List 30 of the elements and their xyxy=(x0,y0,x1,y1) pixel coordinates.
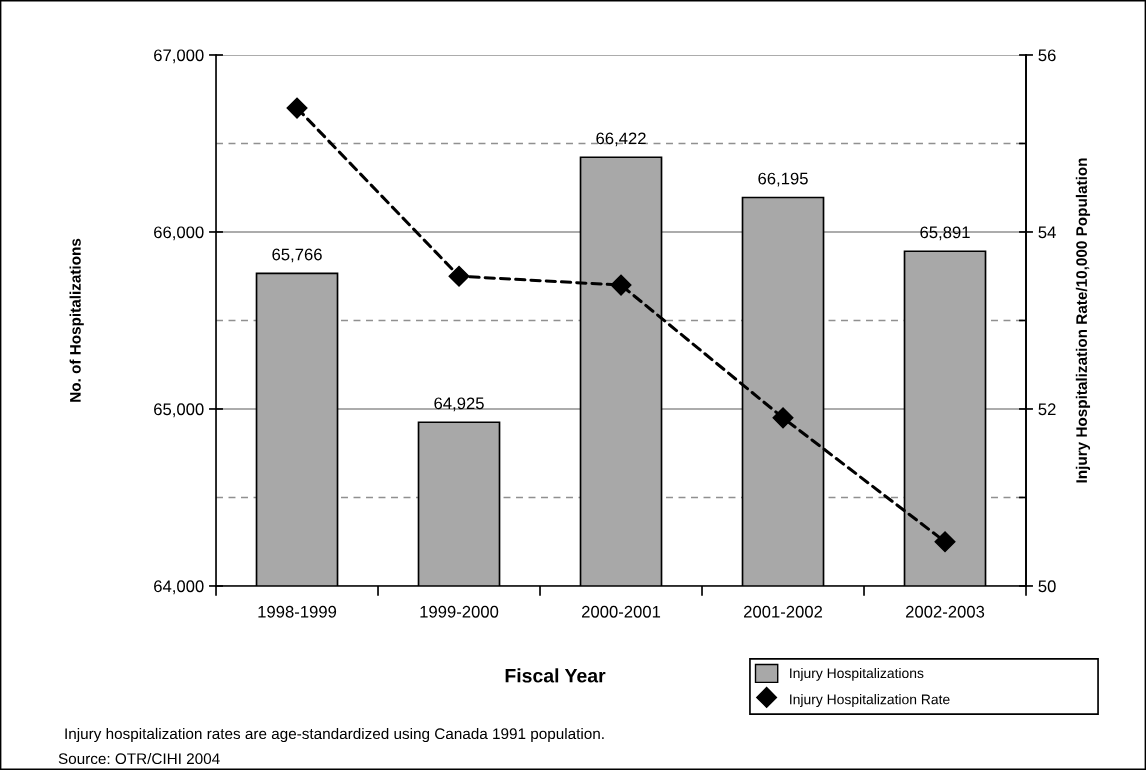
y2-tick-label: 54 xyxy=(1038,226,1056,239)
x-tick-label: 2001-2002 xyxy=(744,605,823,618)
y-axis-title: No. of Hospitalizations xyxy=(69,238,84,402)
legend-label: Injury Hospitalization Rate xyxy=(790,694,950,708)
y-tick-label: 65,000 xyxy=(154,403,204,418)
y2-tick-label: 52 xyxy=(1038,403,1056,416)
x-tick-label: 2000-2001 xyxy=(582,605,661,618)
y2-axis-title: Injury Hospitalization Rate/10,000 Population xyxy=(1075,158,1091,483)
x-tick-label: 1998-1999 xyxy=(258,605,337,618)
y2-tick-label: 56 xyxy=(1038,49,1056,62)
data-label: 65,766 xyxy=(272,248,322,263)
legend-label: Injury Hospitalizations xyxy=(790,667,924,681)
y-tick-label: 66,000 xyxy=(154,226,204,241)
data-label: 66,195 xyxy=(758,172,808,187)
y2-tick-label: 50 xyxy=(1038,580,1056,593)
point xyxy=(934,531,956,553)
x-axis-title: Fiscal Year xyxy=(505,668,606,683)
point xyxy=(772,407,794,429)
x-tick-label: 1999-2000 xyxy=(420,605,499,618)
data-label: 66,422 xyxy=(596,132,646,147)
point xyxy=(448,265,470,287)
y-tick-label: 64,000 xyxy=(154,580,204,595)
y-tick-label: 67,000 xyxy=(154,49,204,64)
data-label: 64,925 xyxy=(434,397,484,412)
point xyxy=(610,274,632,296)
text: Injury hospitalization rates are age-standardized using Canada 1991 population. xyxy=(65,727,604,743)
x-tick-label: 2002-2003 xyxy=(906,605,985,618)
source-note: Source: OTR/CIHI 2004 xyxy=(58,752,220,765)
point xyxy=(286,97,308,119)
data-label: 65,891 xyxy=(920,226,970,241)
